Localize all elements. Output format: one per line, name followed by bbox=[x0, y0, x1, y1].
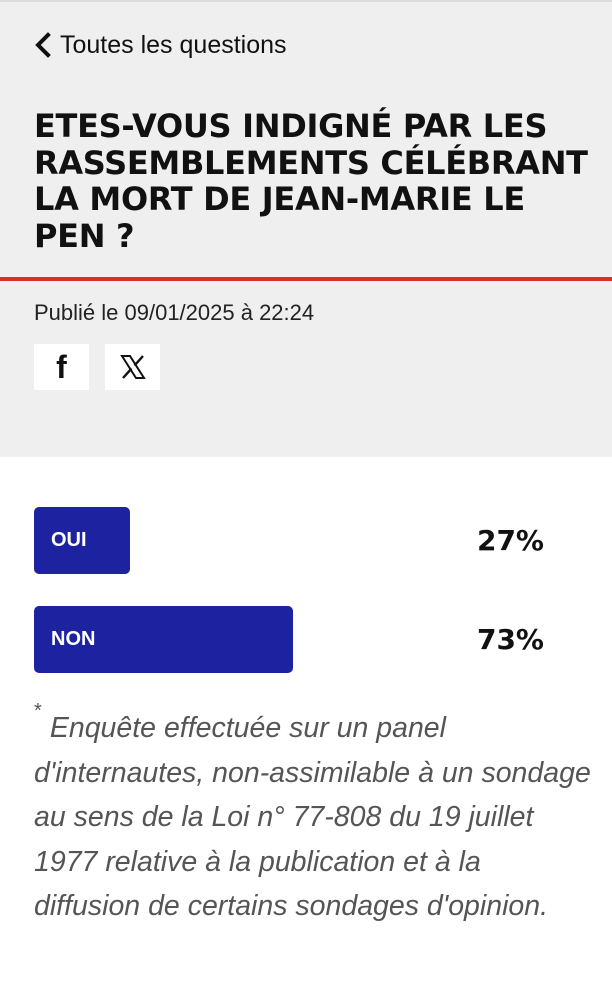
question-title: ETES-VOUS INDIGNÉ PAR LES RASSEMBLEMENTS… bbox=[34, 107, 588, 255]
back-link-label: Toutes les questions bbox=[60, 30, 287, 59]
publish-date: Publié le 09/01/2025 à 22:24 bbox=[34, 300, 315, 325]
x-icon bbox=[119, 355, 146, 379]
result-bar-oui[interactable]: OUI bbox=[34, 507, 130, 574]
result-label: NON bbox=[51, 628, 96, 650]
result-percent: 27% bbox=[476, 524, 544, 557]
share-facebook-button[interactable]: f bbox=[34, 344, 89, 390]
result-percent: 73% bbox=[476, 623, 544, 656]
footnote-asterisk: * bbox=[34, 700, 42, 722]
chevron-left-icon bbox=[35, 32, 51, 58]
share-x-button[interactable] bbox=[105, 344, 160, 390]
footnote: Enquête effectuée sur un panel d'interna… bbox=[34, 706, 594, 929]
question-header: Toutes les questions ETES-VOUS INDIGNÉ P… bbox=[0, 0, 612, 457]
result-label: OUI bbox=[51, 529, 87, 551]
result-bar-non[interactable]: NON bbox=[34, 606, 293, 673]
facebook-icon: f bbox=[56, 349, 67, 385]
footnote-text: Enquête effectuée sur un panel d'interna… bbox=[34, 712, 591, 922]
title-divider bbox=[0, 277, 612, 281]
back-link[interactable]: Toutes les questions bbox=[34, 28, 287, 62]
